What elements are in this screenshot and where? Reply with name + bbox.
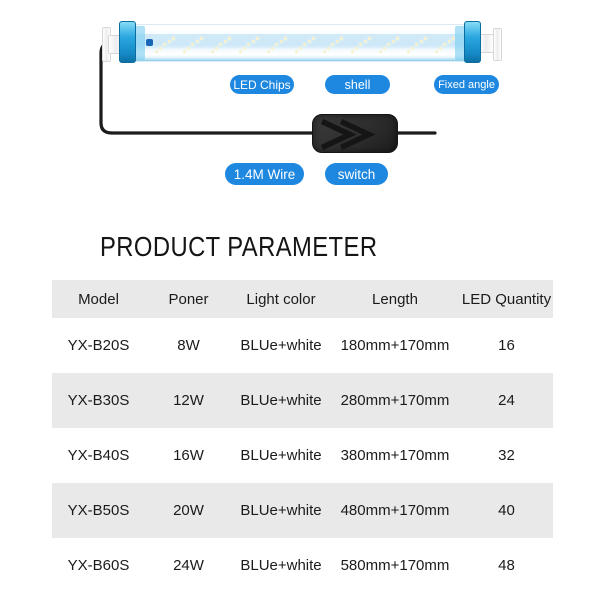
chevron-right-icon: [320, 119, 376, 150]
column-header: Poner: [168, 290, 209, 308]
right-bracket: [493, 28, 502, 61]
table-cell: 180mm+170mm: [340, 337, 450, 354]
callout-wire: 1.4M Wire: [225, 163, 304, 185]
callout-switch: switch: [325, 163, 388, 185]
left-cap-inner: [135, 26, 145, 60]
column-header: LED Quantity: [461, 290, 552, 308]
table-cell: BLUe+white: [240, 337, 322, 354]
table-cell: 12W: [173, 392, 204, 409]
table-cell: 380mm+170mm: [340, 447, 450, 464]
table-cell: YX-B20S: [67, 337, 130, 354]
left-end-cap: [119, 21, 136, 63]
right-end-cap: [464, 21, 481, 63]
table-cell: YX-B60S: [67, 557, 130, 574]
table-row: YX-B40S 16W BLUe+white 380mm+170mm 32: [52, 428, 553, 483]
table-cell: YX-B30S: [67, 392, 130, 409]
table-cell: 20W: [173, 502, 204, 519]
table-row: YX-B60S 24W BLUe+white 580mm+170mm 48: [52, 538, 553, 593]
glass-highlight: [135, 29, 465, 34]
column-header: Light color: [246, 290, 316, 308]
section-title: PRODUCT PARAMETER: [100, 231, 378, 262]
table-body: YX-B20S 8W BLUe+white 180mm+170mm 16 YX-B30S 1…: [52, 318, 553, 593]
callout-shell: shell: [325, 75, 390, 94]
table-cell: 16W: [173, 447, 204, 464]
callout-led-chips: LED Chips: [230, 75, 294, 94]
table-cell: 40: [498, 502, 515, 519]
wire-connector: [146, 39, 153, 46]
inline-switch: [312, 114, 398, 153]
table-cell: 280mm+170mm: [340, 392, 450, 409]
table-cell: 32: [498, 447, 515, 464]
table-cell: BLUe+white: [240, 447, 322, 464]
table-cell: 16: [498, 337, 515, 354]
table-header-row: Model Poner Light color Length LED Quantity: [52, 280, 553, 318]
table-cell: BLUe+white: [240, 502, 322, 519]
column-header: Model: [78, 290, 119, 308]
table-cell: 480mm+170mm: [340, 502, 450, 519]
table-cell: 8W: [177, 337, 200, 354]
table-cell: 24W: [173, 557, 204, 574]
table-cell: YX-B50S: [67, 502, 130, 519]
table-row: YX-B30S 12W BLUe+white 280mm+170mm 24: [52, 373, 553, 428]
table-cell: 48: [498, 557, 515, 574]
spec-table: Model Poner Light color Length LED Quantity …: [52, 280, 553, 593]
table-row: YX-B50S 20W BLUe+white 480mm+170mm 40: [52, 483, 553, 538]
light-bar: [134, 24, 466, 62]
right-cap-inner: [455, 26, 465, 60]
callout-fixed-angle: Fixed angle: [434, 75, 499, 94]
table-cell: 580mm+170mm: [340, 557, 450, 574]
table-cell: BLUe+white: [240, 557, 322, 574]
table-cell: 24: [498, 392, 515, 409]
table-row: YX-B20S 8W BLUe+white 180mm+170mm 16: [52, 318, 553, 373]
table-cell: YX-B40S: [67, 447, 130, 464]
table-cell: BLUe+white: [240, 392, 322, 409]
column-header: Length: [372, 290, 418, 308]
